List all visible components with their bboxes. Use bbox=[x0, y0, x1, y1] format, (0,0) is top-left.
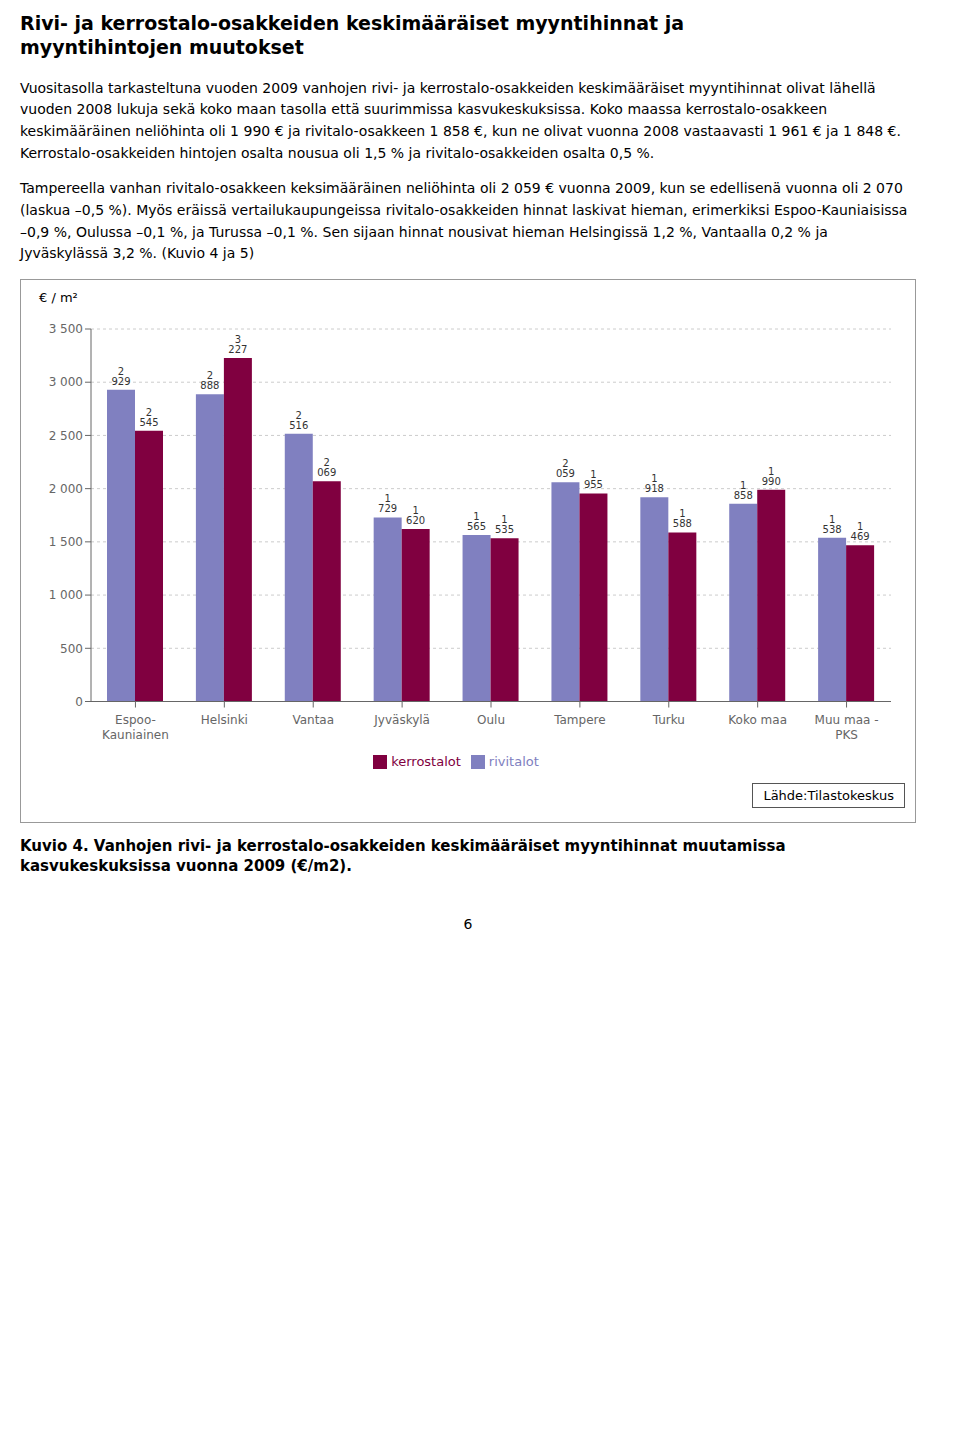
svg-text:Jyväskylä: Jyväskylä bbox=[373, 713, 430, 727]
html-text:rivitalot: rivitalot bbox=[488, 753, 539, 769]
svg-text:3227: 3227 bbox=[228, 334, 247, 355]
svg-text:Tampere: Tampere bbox=[553, 713, 605, 727]
svg-text:1469: 1469 bbox=[851, 521, 870, 542]
html-text:Rivi- ja kerrostalo-osakkeiden: Rivi- ja kerrostalo-osakkeiden keskimäär… bbox=[20, 12, 685, 58]
svg-text:1565: 1565 bbox=[467, 511, 486, 532]
svg-text:3 000: 3 000 bbox=[49, 375, 83, 389]
svg-text:2888: 2888 bbox=[200, 370, 219, 391]
svg-text:1535: 1535 bbox=[495, 514, 514, 535]
svg-text:1588: 1588 bbox=[673, 508, 692, 529]
svg-text:2 500: 2 500 bbox=[49, 429, 83, 443]
svg-text:1 500: 1 500 bbox=[49, 535, 83, 549]
svg-text:2516: 2516 bbox=[289, 410, 308, 431]
svg-text:0: 0 bbox=[75, 695, 83, 709]
svg-text:1538: 1538 bbox=[823, 514, 842, 535]
svg-text:3 500: 3 500 bbox=[49, 322, 83, 336]
html-text:6: 6 bbox=[463, 916, 473, 932]
svg-text:Espoo-Kauniainen: Espoo-Kauniainen bbox=[102, 713, 169, 742]
svg-text:1 000: 1 000 bbox=[49, 588, 83, 602]
html-text:€ / m²: € / m² bbox=[39, 290, 78, 305]
html-text:Kuvio 4. Vanhojen rivi- ja ker: Kuvio 4. Vanhojen rivi- ja kerrostalo-os… bbox=[20, 837, 786, 875]
svg-text:1955: 1955 bbox=[584, 469, 603, 490]
svg-text:1918: 1918 bbox=[645, 473, 664, 494]
svg-text:2 000: 2 000 bbox=[49, 482, 83, 496]
svg-text:1990: 1990 bbox=[762, 466, 781, 487]
svg-text:1729: 1729 bbox=[378, 493, 397, 514]
html-text:kerrostalot: kerrostalot bbox=[391, 753, 461, 769]
html-text:Lähde:Tilastokeskus: Lähde:Tilastokeskus bbox=[763, 788, 894, 803]
svg-text:Turku: Turku bbox=[652, 713, 685, 727]
svg-text:1620: 1620 bbox=[406, 505, 425, 526]
svg-text:2059: 2059 bbox=[556, 458, 575, 479]
svg-text:500: 500 bbox=[60, 642, 83, 656]
svg-text:2545: 2545 bbox=[139, 407, 158, 428]
html-text:Tampereella vanhan rivitalo-os: Tampereella vanhan rivitalo-osakkeen kek… bbox=[20, 180, 908, 262]
svg-text:2069: 2069 bbox=[317, 457, 336, 478]
html-text:Vuositasolla tarkasteltuna vuo: Vuositasolla tarkasteltuna vuoden 2009 v… bbox=[20, 79, 901, 161]
svg-text:2929: 2929 bbox=[111, 366, 130, 387]
svg-text:Vantaa: Vantaa bbox=[292, 713, 334, 727]
svg-text:Muu maa -PKS: Muu maa -PKS bbox=[815, 713, 879, 742]
svg-text:Koko maa: Koko maa bbox=[728, 713, 787, 727]
svg-text:Oulu: Oulu bbox=[477, 713, 505, 727]
svg-text:1858: 1858 bbox=[734, 480, 753, 501]
svg-text:Helsinki: Helsinki bbox=[201, 713, 248, 727]
